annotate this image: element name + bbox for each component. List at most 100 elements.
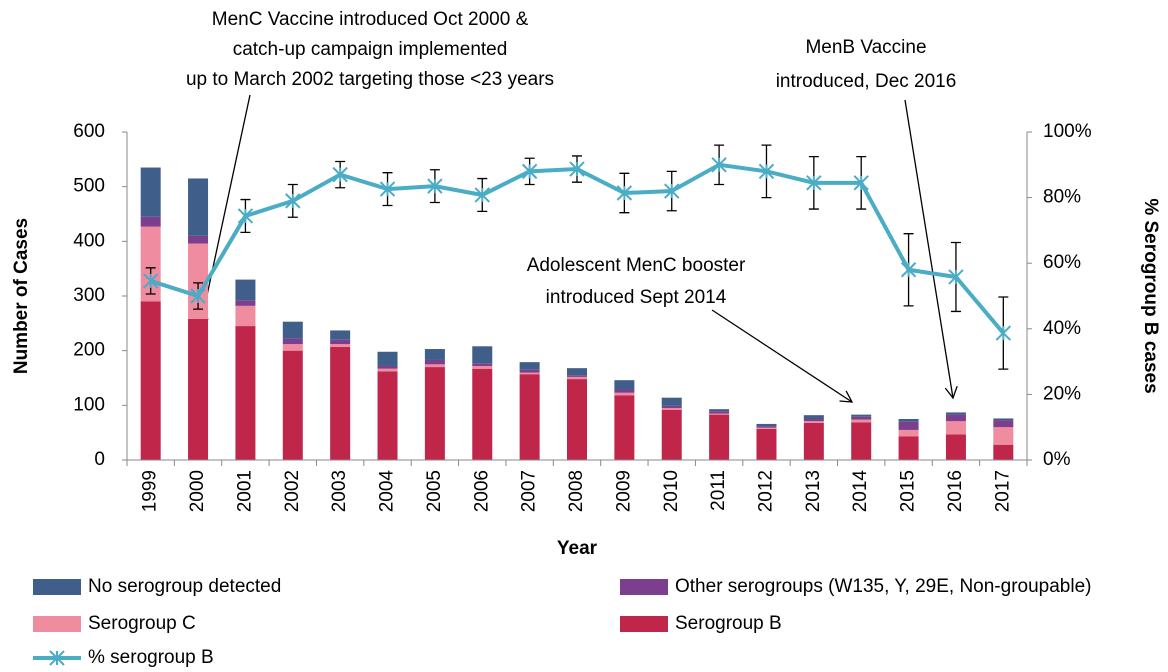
bar-segment [851, 416, 872, 420]
annotation: catch-up campaign implemented [233, 39, 508, 60]
y-tick-label: 100 [73, 394, 105, 415]
bar-segment [282, 321, 303, 339]
line-marker [379, 181, 396, 197]
x-tick-label: 2001 [234, 470, 255, 512]
bar-segment [614, 395, 635, 460]
bar-segment [661, 405, 682, 409]
bar-segment [709, 414, 730, 460]
bar-segment [472, 368, 493, 460]
x-tick-label: 2003 [329, 470, 350, 512]
line-marker [664, 183, 680, 199]
legend-swatch [33, 616, 81, 632]
bar-segment [188, 235, 209, 244]
bar-segment [377, 365, 398, 369]
bar-segment [377, 368, 398, 372]
x-tick-label: 2013 [803, 470, 824, 512]
line-marker [569, 161, 585, 177]
x-tick-label: 2006 [471, 470, 492, 512]
annotation-arrow [904, 99, 958, 400]
bar-segment [235, 305, 256, 327]
bar-segment [756, 428, 777, 460]
x-tick-label: 2014 [850, 470, 871, 513]
x-tick-label: 2012 [755, 470, 776, 512]
bar-segment [945, 421, 966, 435]
line-marker [474, 187, 490, 203]
bar-segment [424, 349, 445, 360]
bar-segment [898, 419, 919, 422]
y2-axis-title: % Serogroup B cases [1140, 198, 1161, 393]
bar-segment [472, 365, 493, 369]
bar-segment [993, 427, 1014, 445]
bar-segment [140, 301, 161, 460]
bar-segment [661, 408, 682, 410]
line-marker [332, 166, 348, 183]
bar-segment [377, 371, 398, 460]
bar-segment [898, 421, 919, 430]
legend-label: Other serogroups (W135, Y, 29E, Non-grou… [675, 576, 1091, 597]
legend-label: Serogroup C [88, 613, 196, 634]
bar-segment [567, 376, 587, 380]
x-axis-title: Year [557, 538, 598, 559]
line-marker [427, 178, 443, 194]
y2-tick-label: 20% [1043, 383, 1081, 404]
line-marker [853, 175, 869, 191]
y2-tick-label: 40% [1043, 318, 1081, 339]
bar-segment [235, 279, 256, 301]
bar-segment [567, 368, 587, 376]
x-tick-label: 2007 [519, 470, 540, 512]
bar-segment [140, 216, 161, 227]
bar-segment [851, 419, 872, 423]
bar-segment [803, 422, 824, 460]
x-tick-label: 2008 [566, 470, 587, 512]
bar-segment [993, 444, 1014, 460]
bar-segment [803, 421, 824, 423]
bar-segment [188, 178, 209, 236]
bar-segment [424, 367, 445, 460]
line-marker [900, 262, 917, 278]
bar-segment [330, 339, 351, 345]
x-tick-label: 2000 [187, 470, 208, 512]
legend-label: No serogroup detected [88, 576, 281, 597]
line-marker [285, 193, 301, 209]
bar-segment [614, 380, 635, 390]
bar-segment [567, 379, 587, 460]
bar-segment [567, 375, 587, 377]
line-marker [237, 208, 254, 224]
line-marker [190, 288, 206, 304]
bar-segment [993, 418, 1014, 421]
line-marker [616, 185, 633, 201]
x-tick-label: 2015 [898, 470, 919, 512]
line-marker [521, 163, 538, 180]
bar-segment [614, 389, 635, 393]
bar-segment [661, 397, 682, 406]
bar-segment [330, 346, 351, 460]
bar-segment [898, 429, 919, 437]
x-tick-label: 2016 [945, 470, 966, 512]
bar-segment [803, 419, 824, 422]
annotation: Adolescent MenC booster [527, 255, 746, 276]
y-tick-label: 0 [94, 449, 105, 470]
bar-segment [282, 350, 303, 460]
y-tick-label: 200 [73, 340, 105, 361]
line-marker [806, 175, 822, 191]
y-tick-label: 400 [73, 230, 105, 251]
y2-tick-label: 60% [1043, 252, 1081, 273]
bar-segment [519, 372, 540, 375]
bar-segment [945, 412, 966, 415]
bar-segment [519, 369, 540, 373]
x-tick-label: 2005 [424, 470, 445, 512]
bar-segment [472, 346, 493, 364]
bar-segment [756, 423, 777, 427]
bar-segment [235, 300, 256, 306]
bar-segment [709, 411, 730, 414]
line-marker [948, 269, 964, 285]
annotation: introduced Sept 2014 [546, 287, 727, 308]
y2-tick-label: 100% [1043, 121, 1092, 142]
x-tick-label: 2010 [661, 470, 682, 512]
bar-segment [709, 413, 730, 415]
annotation: introduced, Dec 2016 [776, 71, 957, 92]
x-tick-label: 2002 [282, 470, 303, 512]
bar-segment [661, 409, 682, 460]
